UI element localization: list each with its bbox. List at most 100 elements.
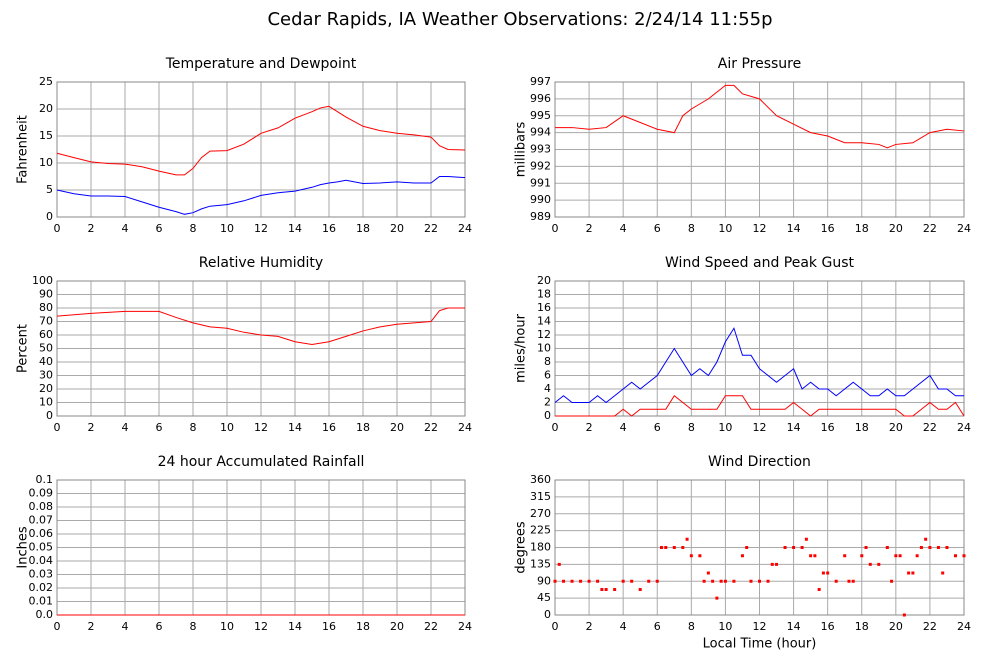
data-point <box>740 554 744 558</box>
data-point <box>685 537 689 541</box>
x-tick-label: 12 <box>254 222 268 235</box>
y-tick-label: 60 <box>39 328 53 341</box>
y-tick-label: 0.07 <box>29 514 54 527</box>
x-tick-label: 12 <box>254 620 268 633</box>
panel-title: Wind Direction <box>708 454 811 470</box>
y-tick-label: 50 <box>39 342 53 355</box>
x-tick-label: 0 <box>552 222 559 235</box>
y-tick-label: 0.03 <box>29 568 54 581</box>
x-tick-label: 2 <box>586 421 593 434</box>
x-tick-label: 2 <box>88 222 95 235</box>
x-tick-label: 16 <box>322 421 336 434</box>
data-point <box>587 579 591 583</box>
y-tick-label: 270 <box>530 507 551 520</box>
data-point <box>770 562 774 566</box>
data-line <box>555 84 965 149</box>
data-point <box>715 596 719 600</box>
y-tick-label: 12 <box>537 328 551 341</box>
y-tick-label: 0.05 <box>29 541 54 554</box>
x-tick-label: 16 <box>821 222 835 235</box>
x-tick-label: 10 <box>220 620 234 633</box>
data-point <box>579 579 583 583</box>
panel-title: Relative Humidity <box>199 255 323 271</box>
y-tick-label: 997 <box>530 75 551 88</box>
data-line <box>555 395 965 417</box>
data-point <box>596 579 600 583</box>
x-tick-label: 20 <box>889 421 903 434</box>
x-tick-label: 24 <box>458 222 472 235</box>
y-tick-label: 90 <box>537 574 551 587</box>
x-tick-label: 6 <box>654 421 661 434</box>
x-tick-label: 2 <box>88 620 95 633</box>
data-point <box>885 546 889 549</box>
x-tick-label: 24 <box>957 620 971 633</box>
data-line <box>554 327 964 404</box>
data-point <box>745 546 749 549</box>
x-tick-label: 10 <box>718 421 732 434</box>
y-tick-label: 0.04 <box>29 554 54 567</box>
data-point <box>732 579 736 583</box>
x-tick-label: 14 <box>787 620 801 633</box>
x-tick-label: 8 <box>688 222 695 235</box>
panel-title: Temperature and Dewpoint <box>165 56 357 72</box>
y-tick-label: 20 <box>39 102 53 115</box>
x-tick-label: 6 <box>654 222 661 235</box>
data-point <box>800 546 804 549</box>
data-point <box>647 579 651 583</box>
x-tick-label: 18 <box>855 222 869 235</box>
x-tick-label: 16 <box>821 620 835 633</box>
data-point <box>953 554 957 558</box>
x-tick-label: 14 <box>288 222 302 235</box>
plot-frame <box>56 280 466 417</box>
data-point <box>924 537 928 541</box>
x-tick-label: 10 <box>718 222 732 235</box>
x-tick-label: 20 <box>889 222 903 235</box>
x-tick-label: 8 <box>688 620 695 633</box>
data-line <box>56 105 466 176</box>
data-point <box>702 579 706 583</box>
x-tick-label: 10 <box>220 421 234 434</box>
data-point <box>919 546 923 549</box>
y-tick-label: 225 <box>530 524 551 537</box>
y-tick-label: 135 <box>530 557 551 570</box>
y-tick-label: 0.08 <box>29 500 54 513</box>
data-point <box>868 562 872 566</box>
y-tick-label: 20 <box>537 274 551 287</box>
y-tick-label: 45 <box>537 591 551 604</box>
data-point <box>843 554 847 558</box>
data-point <box>821 571 825 575</box>
panel-title: Air Pressure <box>718 56 801 72</box>
y-tick-label: 0.0 <box>36 608 54 621</box>
x-axis-label: Local Time (hour) <box>703 637 817 652</box>
data-point <box>847 579 851 583</box>
x-tick-label: 22 <box>424 421 438 434</box>
x-tick-label: 8 <box>190 222 197 235</box>
data-point <box>860 554 864 558</box>
x-tick-label: 20 <box>390 222 404 235</box>
plot-frame <box>56 81 466 218</box>
y-tick-label: 16 <box>537 301 551 314</box>
data-point <box>672 546 676 549</box>
data-point <box>826 571 830 575</box>
data-point <box>928 546 932 549</box>
y-tick-label: 0.1 <box>36 473 54 486</box>
x-tick-label: 12 <box>753 620 767 633</box>
data-point <box>711 579 715 583</box>
data-point <box>898 554 902 558</box>
data-point <box>664 546 668 549</box>
x-tick-label: 10 <box>220 222 234 235</box>
y-tick-label: 5 <box>46 183 53 196</box>
data-point <box>681 546 685 549</box>
y-tick-label: 80 <box>39 301 53 314</box>
y-tick-label: 18 <box>537 288 551 301</box>
y-tick-label: 0 <box>544 608 551 621</box>
x-tick-label: 4 <box>122 421 129 434</box>
y-tick-label: 30 <box>39 369 53 382</box>
data-line <box>56 176 466 215</box>
x-tick-label: 22 <box>923 620 937 633</box>
x-tick-label: 18 <box>356 421 370 434</box>
x-tick-label: 8 <box>190 421 197 434</box>
y-tick-label: 0 <box>46 409 53 422</box>
plot-frame <box>554 81 965 218</box>
y-tick-label: 10 <box>537 342 551 355</box>
